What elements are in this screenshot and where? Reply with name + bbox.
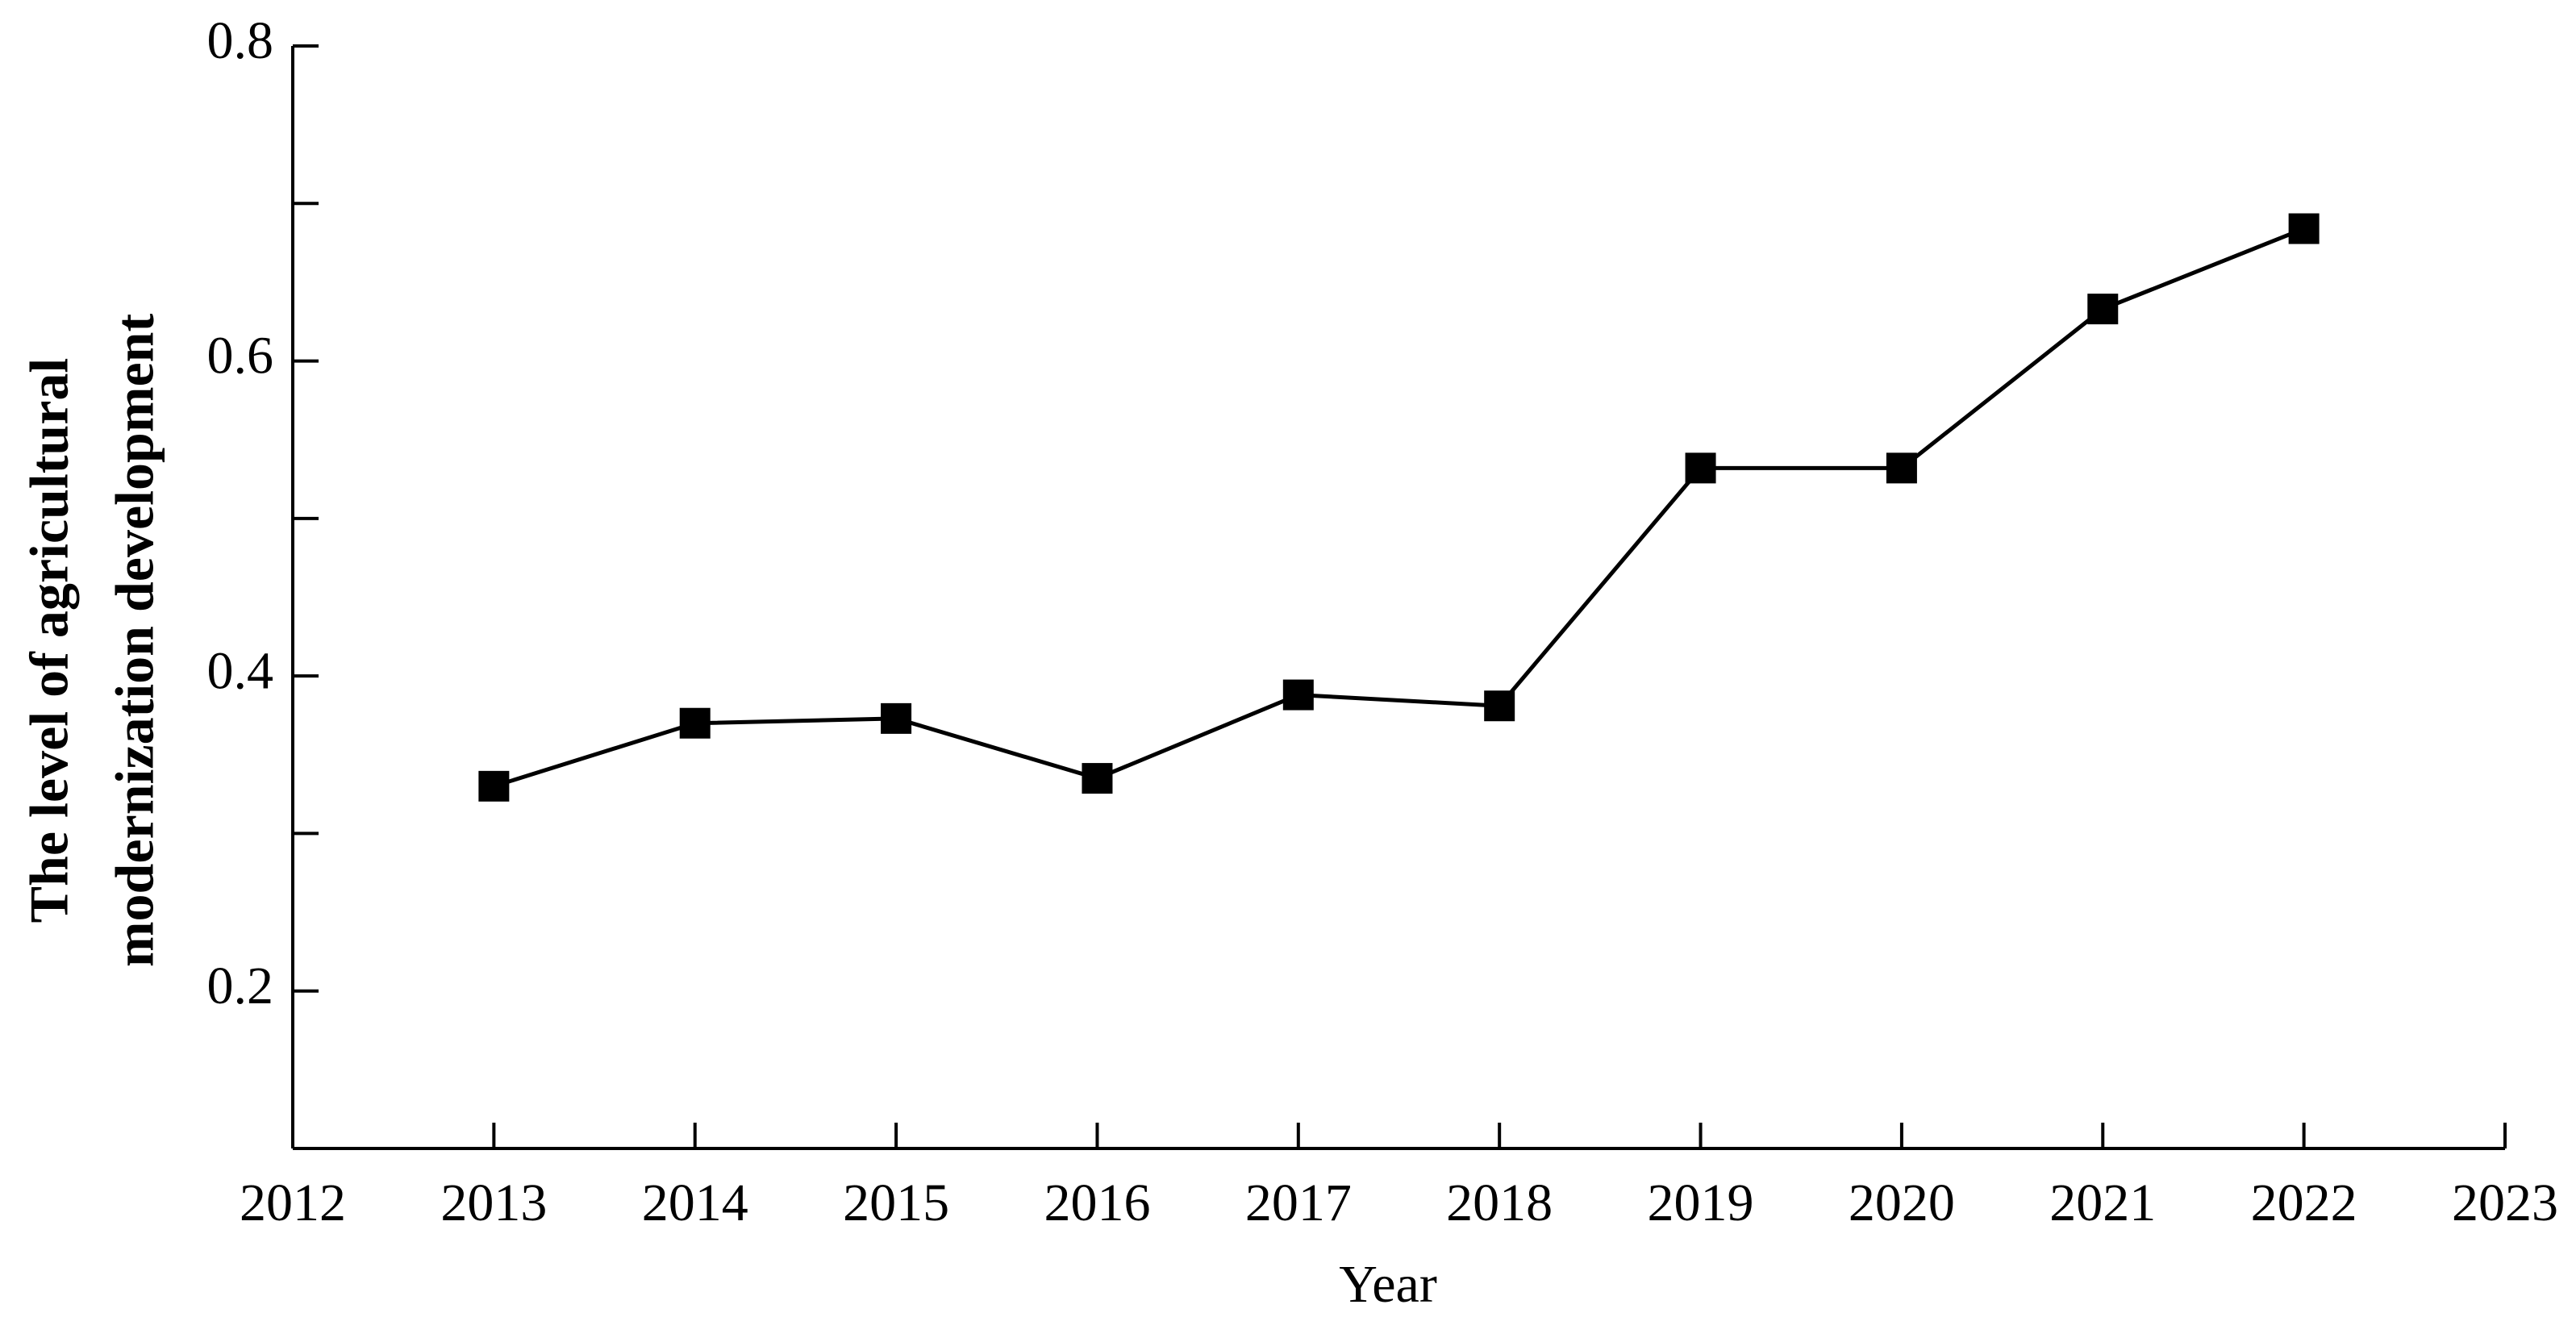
- x-axis-label: Year: [1339, 1255, 1437, 1314]
- x-tick-label: 2013: [440, 1173, 547, 1232]
- marker: [1685, 452, 1716, 484]
- x-tick-label: 2020: [1849, 1173, 1955, 1232]
- marker: [1886, 452, 1917, 484]
- x-tick-label: 2016: [1044, 1173, 1150, 1232]
- y-tick-label: 0.8: [207, 11, 274, 70]
- x-tick-label: 2018: [1446, 1173, 1553, 1232]
- x-tick-label: 2012: [240, 1173, 346, 1232]
- x-tick-label: 2023: [2452, 1173, 2558, 1232]
- y-tick-label: 0.6: [207, 327, 274, 386]
- x-tick-label: 2021: [2049, 1173, 2156, 1232]
- x-tick-label: 2019: [1648, 1173, 1754, 1232]
- marker: [478, 770, 510, 802]
- y-axis-label: modernization development: [104, 314, 165, 968]
- series-line: [493, 227, 2305, 789]
- marker: [1282, 679, 1314, 711]
- marker: [1082, 763, 1113, 794]
- marker: [1484, 690, 1515, 722]
- x-tick-label: 2014: [642, 1173, 748, 1232]
- x-tick-label: 2015: [843, 1173, 949, 1232]
- y-tick-label: 0.2: [207, 957, 274, 1015]
- marker: [679, 707, 711, 739]
- x-tick-label: 2017: [1245, 1173, 1352, 1232]
- marker: [2288, 213, 2320, 244]
- y-tick-label: 0.4: [207, 641, 274, 700]
- x-tick-label: 2022: [2251, 1173, 2357, 1232]
- marker: [2087, 294, 2119, 325]
- marker: [881, 702, 912, 734]
- y-axis-label: The level of agricultural: [19, 358, 80, 923]
